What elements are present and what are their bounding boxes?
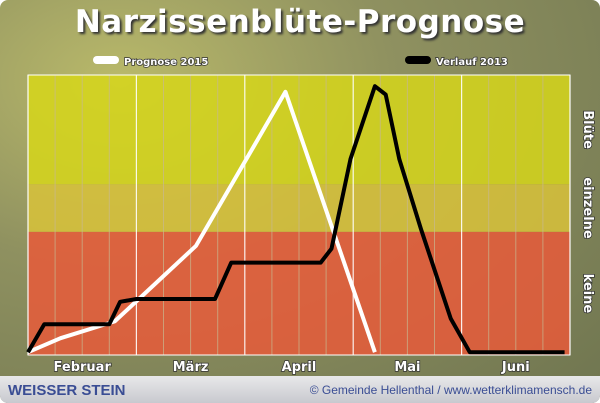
x-tick-label: Februar: [54, 360, 112, 375]
legend-swatch: [405, 56, 431, 64]
x-tick-label: Juni: [501, 360, 530, 375]
y-band-label: einzelne: [580, 177, 595, 239]
y-band-label: keine: [580, 274, 595, 314]
legend-label: Prognose 2015: [124, 57, 208, 68]
legend-swatch: [93, 56, 119, 64]
legend-label: Verlauf 2013: [436, 57, 508, 68]
series-line-0: [27, 89, 377, 355]
footer: WEISSER STEIN © Gemeinde Hellenthal / ww…: [0, 376, 600, 403]
y-band-label: Blüte: [580, 110, 595, 149]
plot-border: [27, 74, 571, 356]
footer-location: WEISSER STEIN: [8, 382, 126, 399]
x-tick-label: März: [173, 360, 209, 375]
x-tick-label: April: [282, 360, 317, 375]
footer-copyright[interactable]: © Gemeinde Hellenthal / www.wetterklimam…: [309, 383, 592, 397]
chart-title: Narzissenblüte-Prognose: [74, 4, 526, 40]
x-tick-label: Mai: [394, 360, 420, 375]
